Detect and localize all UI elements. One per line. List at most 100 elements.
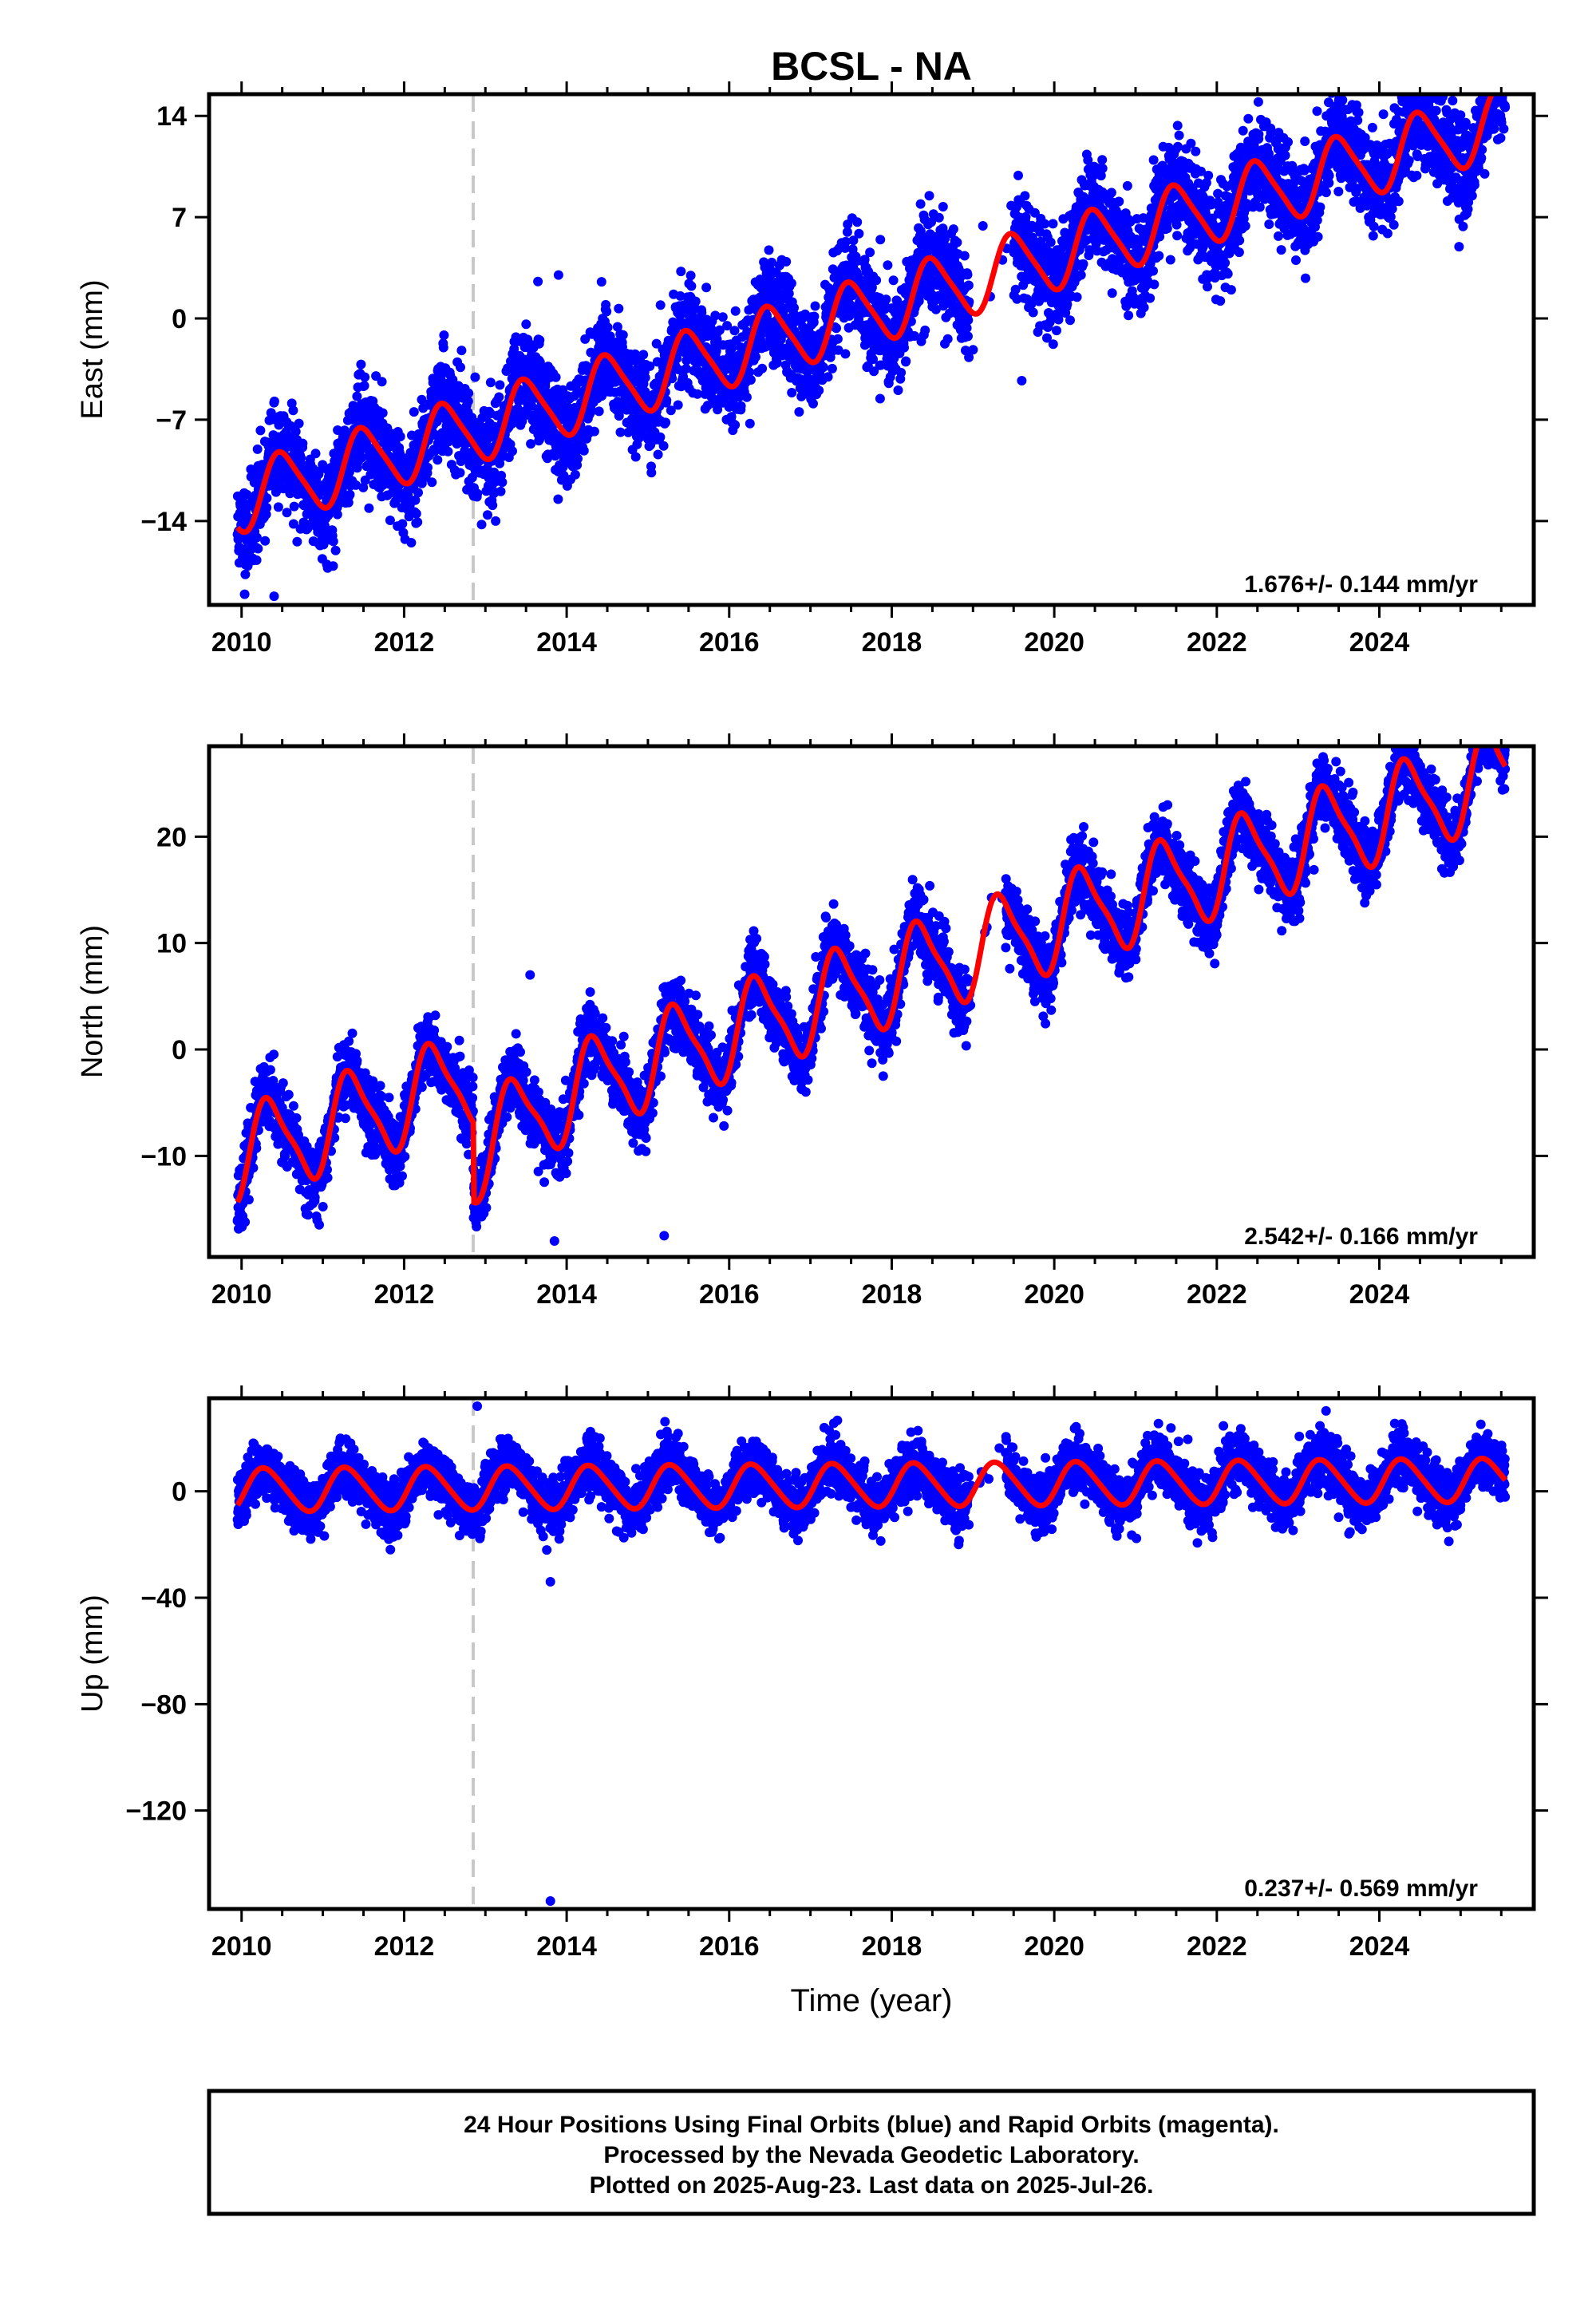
data-point xyxy=(661,417,671,428)
data-point xyxy=(456,362,465,373)
data-point xyxy=(1106,188,1116,198)
data-point xyxy=(868,354,878,365)
data-point xyxy=(553,494,563,504)
data-point xyxy=(589,426,599,437)
data-point xyxy=(253,543,263,554)
data-point xyxy=(521,319,531,330)
data-point xyxy=(1062,299,1073,310)
data-point xyxy=(942,334,953,344)
data-point xyxy=(255,425,266,436)
data-point xyxy=(1083,155,1093,165)
east-panel: 2010 2012 2014 2016 2018 2020 2022 20241470−7−1… xyxy=(76,81,1548,658)
data-point xyxy=(1097,164,1108,173)
data-point xyxy=(423,462,433,472)
data-point xyxy=(764,245,774,255)
data-point xyxy=(1353,107,1364,117)
data-point xyxy=(495,458,505,468)
data-point xyxy=(1313,231,1323,242)
data-point xyxy=(252,444,263,454)
data-point xyxy=(1045,237,1056,247)
data-point xyxy=(930,304,941,314)
data-point xyxy=(787,388,797,397)
data-point xyxy=(638,350,649,360)
data-point xyxy=(833,345,843,355)
data-point xyxy=(526,439,536,449)
data-point xyxy=(964,352,974,362)
data-point xyxy=(508,446,517,456)
data-point xyxy=(417,394,427,405)
data-point xyxy=(260,536,271,546)
data-point xyxy=(1191,146,1201,156)
data-point xyxy=(963,280,974,290)
data-point xyxy=(1382,228,1393,239)
data-point xyxy=(1078,259,1088,269)
data-point xyxy=(472,488,483,499)
data-point xyxy=(356,359,366,370)
data-point xyxy=(675,290,685,301)
data-point xyxy=(640,386,650,397)
data-point xyxy=(448,374,458,385)
data-point xyxy=(377,377,387,387)
data-point xyxy=(443,446,453,456)
data-point xyxy=(298,438,308,449)
data-point xyxy=(1220,258,1231,268)
data-point xyxy=(242,489,252,500)
data-point xyxy=(364,503,374,513)
data-point xyxy=(717,312,728,322)
data-point xyxy=(289,501,299,512)
data-point xyxy=(962,323,972,333)
data-point xyxy=(701,283,712,293)
data-point xyxy=(251,532,262,543)
data-point xyxy=(823,372,833,382)
data-point xyxy=(962,270,973,280)
data-point xyxy=(1215,296,1226,306)
data-point xyxy=(1053,314,1064,325)
data-point xyxy=(952,237,962,247)
data-point xyxy=(630,452,641,462)
data-point xyxy=(602,322,613,333)
data-point xyxy=(1122,180,1132,191)
data-point xyxy=(406,538,417,547)
data-point xyxy=(745,375,756,385)
data-point xyxy=(920,325,930,335)
data-point xyxy=(273,502,283,512)
data-point xyxy=(618,330,628,340)
data-point xyxy=(842,227,852,237)
data-point xyxy=(1040,219,1050,229)
data-point xyxy=(395,432,405,441)
data-point xyxy=(596,277,606,287)
data-point xyxy=(1291,255,1301,265)
data-point xyxy=(676,267,686,277)
data-point xyxy=(690,296,701,306)
data-point xyxy=(1048,219,1058,229)
data-point xyxy=(722,321,733,331)
data-point xyxy=(653,449,663,460)
data-point xyxy=(570,469,580,480)
data-point xyxy=(713,405,723,415)
chart-title: BCSL - NA xyxy=(771,44,972,89)
data-point xyxy=(1042,333,1052,343)
data-point xyxy=(494,392,504,402)
data-point xyxy=(1315,202,1325,212)
data-point xyxy=(411,508,421,519)
data-point xyxy=(360,372,370,382)
data-point xyxy=(1264,219,1274,229)
data-point xyxy=(963,331,973,342)
data-point xyxy=(463,396,473,406)
data-point xyxy=(1020,191,1030,201)
data-point xyxy=(409,407,419,417)
data-point xyxy=(714,325,725,335)
data-point xyxy=(1154,251,1164,261)
data-point xyxy=(352,391,362,401)
data-point xyxy=(1324,171,1334,180)
data-point xyxy=(685,271,696,281)
data-point xyxy=(1300,136,1310,146)
data-point xyxy=(282,508,292,518)
data-point xyxy=(840,349,851,359)
data-point xyxy=(580,334,591,344)
data-point xyxy=(913,247,923,258)
data-point xyxy=(455,468,465,478)
data-point xyxy=(1333,187,1344,196)
data-point xyxy=(645,361,655,371)
data-point xyxy=(651,338,662,349)
